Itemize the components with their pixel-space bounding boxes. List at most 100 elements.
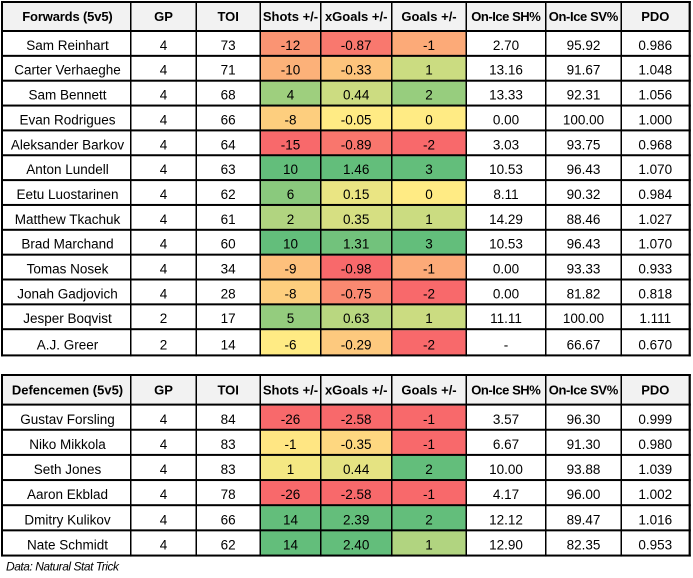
svg-text:4: 4 bbox=[160, 538, 168, 553]
svg-text:-0.87: -0.87 bbox=[341, 38, 372, 53]
svg-text:73: 73 bbox=[221, 38, 236, 53]
svg-text:-2.58: -2.58 bbox=[341, 412, 372, 427]
svg-text:71: 71 bbox=[221, 63, 236, 78]
svg-text:0: 0 bbox=[425, 112, 433, 127]
svg-text:Gustav Forsling: Gustav Forsling bbox=[20, 412, 115, 427]
svg-text:4: 4 bbox=[160, 137, 168, 152]
svg-text:2.39: 2.39 bbox=[343, 512, 369, 527]
svg-text:93.88: 93.88 bbox=[567, 462, 601, 477]
svg-text:1.002: 1.002 bbox=[638, 487, 672, 502]
svg-text:-2: -2 bbox=[423, 337, 435, 352]
svg-text:14: 14 bbox=[283, 512, 299, 527]
svg-text:83: 83 bbox=[221, 462, 236, 477]
svg-text:2: 2 bbox=[287, 212, 295, 227]
svg-text:4: 4 bbox=[160, 212, 168, 227]
svg-text:4: 4 bbox=[160, 512, 168, 527]
svg-text:66: 66 bbox=[221, 112, 236, 127]
svg-text:-1: -1 bbox=[423, 487, 435, 502]
svg-text:64: 64 bbox=[221, 137, 237, 152]
svg-text:Goals +/-: Goals +/- bbox=[401, 9, 456, 24]
svg-text:0.999: 0.999 bbox=[638, 412, 672, 427]
svg-text:-2: -2 bbox=[423, 286, 435, 301]
svg-text:93.33: 93.33 bbox=[567, 262, 601, 277]
svg-text:100.00: 100.00 bbox=[563, 311, 604, 326]
svg-text:-0.75: -0.75 bbox=[341, 286, 372, 301]
svg-text:60: 60 bbox=[221, 237, 236, 252]
svg-text:4: 4 bbox=[160, 63, 168, 78]
svg-text:Carter Verhaeghe: Carter Verhaeghe bbox=[14, 63, 121, 78]
svg-text:13.16: 13.16 bbox=[489, 63, 523, 78]
svg-text:12.12: 12.12 bbox=[489, 512, 523, 527]
svg-text:1.048: 1.048 bbox=[638, 63, 672, 78]
svg-text:62: 62 bbox=[221, 538, 236, 553]
svg-text:96.00: 96.00 bbox=[567, 487, 601, 502]
svg-text:Data: Natural Stat Trick: Data: Natural Stat Trick bbox=[6, 560, 120, 574]
svg-text:0.984: 0.984 bbox=[638, 187, 672, 202]
svg-text:Aaron Ekblad: Aaron Ekblad bbox=[27, 487, 108, 502]
svg-text:4: 4 bbox=[160, 237, 168, 252]
svg-text:Matthew Tkachuk: Matthew Tkachuk bbox=[15, 212, 121, 227]
svg-text:61: 61 bbox=[221, 212, 236, 227]
svg-text:68: 68 bbox=[221, 88, 236, 103]
svg-text:4: 4 bbox=[160, 462, 168, 477]
svg-text:1.070: 1.070 bbox=[638, 162, 672, 177]
svg-text:88.46: 88.46 bbox=[567, 212, 601, 227]
svg-text:93.75: 93.75 bbox=[567, 137, 601, 152]
svg-text:14: 14 bbox=[221, 337, 237, 352]
svg-text:66.67: 66.67 bbox=[567, 337, 601, 352]
svg-text:Evan Rodrigues: Evan Rodrigues bbox=[19, 112, 115, 127]
svg-text:0.44: 0.44 bbox=[343, 88, 370, 103]
svg-text:90.32: 90.32 bbox=[567, 187, 601, 202]
svg-text:TOI: TOI bbox=[217, 383, 238, 398]
svg-text:-1: -1 bbox=[423, 38, 435, 53]
svg-text:-2: -2 bbox=[423, 137, 435, 152]
svg-text:1.027: 1.027 bbox=[638, 212, 672, 227]
svg-text:On-Ice SH%: On-Ice SH% bbox=[471, 383, 541, 398]
svg-text:2: 2 bbox=[425, 462, 433, 477]
svg-text:2: 2 bbox=[425, 512, 433, 527]
svg-text:4: 4 bbox=[160, 286, 168, 301]
svg-text:28: 28 bbox=[221, 286, 236, 301]
svg-text:Defencemen (5v5): Defencemen (5v5) bbox=[12, 383, 123, 398]
svg-text:3.03: 3.03 bbox=[493, 137, 519, 152]
svg-text:62: 62 bbox=[221, 187, 236, 202]
svg-text:-: - bbox=[504, 337, 509, 352]
svg-text:On-Ice SV%: On-Ice SV% bbox=[549, 383, 619, 398]
svg-text:100.00: 100.00 bbox=[563, 112, 604, 127]
svg-text:82.35: 82.35 bbox=[567, 538, 601, 553]
svg-text:0.63: 0.63 bbox=[343, 311, 369, 326]
svg-text:-26: -26 bbox=[281, 487, 301, 502]
svg-text:-0.98: -0.98 bbox=[341, 262, 372, 277]
svg-text:3: 3 bbox=[425, 162, 433, 177]
svg-text:4: 4 bbox=[160, 38, 168, 53]
svg-text:On-Ice SV%: On-Ice SV% bbox=[549, 9, 619, 24]
svg-text:96.43: 96.43 bbox=[567, 162, 601, 177]
svg-text:Jesper Boqvist: Jesper Boqvist bbox=[23, 311, 112, 326]
svg-text:1.46: 1.46 bbox=[343, 162, 369, 177]
svg-text:1.039: 1.039 bbox=[638, 462, 672, 477]
svg-text:Goals +/-: Goals +/- bbox=[401, 383, 456, 398]
svg-text:Seth Jones: Seth Jones bbox=[34, 462, 102, 477]
svg-text:Niko Mikkola: Niko Mikkola bbox=[29, 437, 106, 452]
svg-text:0.00: 0.00 bbox=[493, 262, 519, 277]
svg-text:Aleksander Barkov: Aleksander Barkov bbox=[11, 137, 125, 152]
svg-text:3.57: 3.57 bbox=[493, 412, 519, 427]
svg-text:1.111: 1.111 bbox=[639, 311, 671, 326]
svg-text:Sam Reinhart: Sam Reinhart bbox=[26, 38, 109, 53]
svg-text:13.33: 13.33 bbox=[489, 88, 523, 103]
svg-text:-1: -1 bbox=[423, 437, 435, 452]
svg-text:-0.05: -0.05 bbox=[341, 112, 372, 127]
svg-text:-0.35: -0.35 bbox=[341, 437, 372, 452]
svg-text:0.00: 0.00 bbox=[493, 112, 519, 127]
svg-text:2: 2 bbox=[160, 337, 168, 352]
svg-text:GP: GP bbox=[154, 9, 173, 24]
svg-text:0.933: 0.933 bbox=[638, 262, 672, 277]
svg-text:4: 4 bbox=[160, 262, 168, 277]
svg-text:3: 3 bbox=[425, 237, 433, 252]
svg-text:-8: -8 bbox=[284, 112, 296, 127]
svg-text:1.016: 1.016 bbox=[638, 512, 672, 527]
svg-text:-1: -1 bbox=[284, 437, 296, 452]
svg-text:Nate Schmidt: Nate Schmidt bbox=[27, 538, 108, 553]
svg-text:-2.58: -2.58 bbox=[341, 487, 372, 502]
svg-text:0.986: 0.986 bbox=[638, 38, 672, 53]
